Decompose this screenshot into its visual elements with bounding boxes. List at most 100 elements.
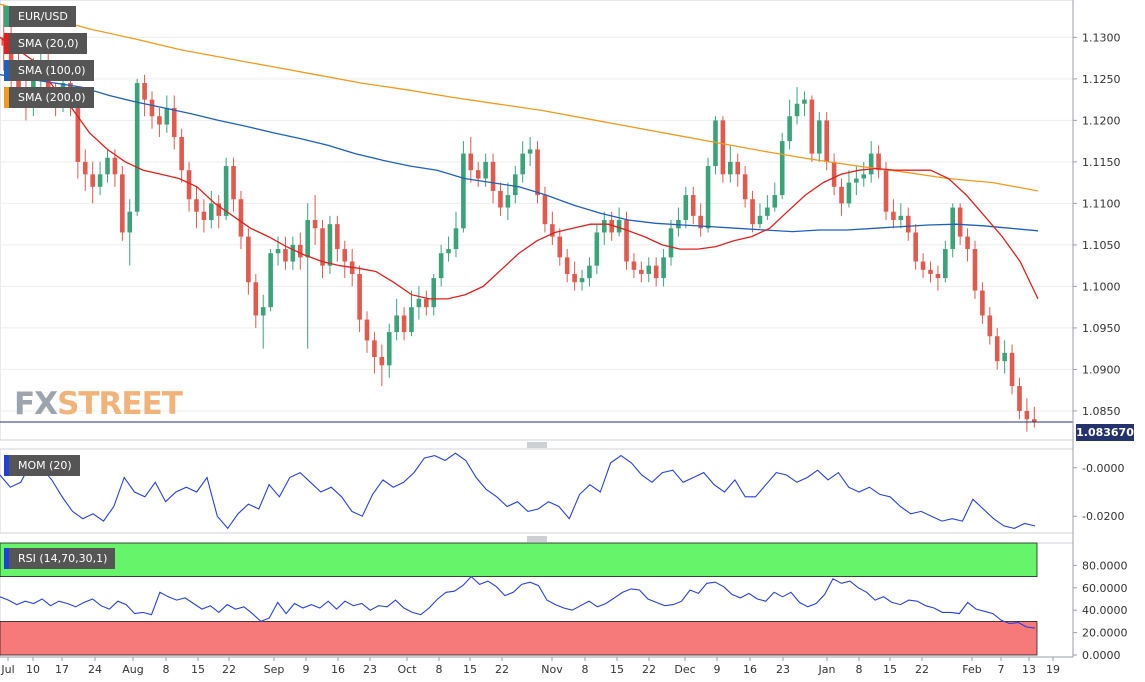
fxstreet-logo: FXSTREET xyxy=(14,386,183,422)
legend-label: RSI (14,70,30,1) xyxy=(18,552,108,565)
candle-body xyxy=(372,340,377,357)
candle-body xyxy=(557,236,563,258)
legend-label: SMA (200,0) xyxy=(18,91,86,104)
y-tick-label: 1.1050 xyxy=(1082,239,1121,252)
candle-body xyxy=(438,253,444,279)
candle-body xyxy=(535,149,540,196)
candle-body xyxy=(609,220,614,233)
candle-body xyxy=(1024,410,1030,420)
candle-body xyxy=(238,199,244,237)
x-tick-label: 10 xyxy=(26,663,40,676)
legend-sma200[interactable]: SMA (200,0) xyxy=(4,87,94,108)
candle-body xyxy=(980,290,985,316)
candle-body xyxy=(631,261,637,270)
candle-body xyxy=(750,199,755,225)
candle-body xyxy=(275,249,281,254)
legend-swatch xyxy=(4,548,9,569)
legend-sma100[interactable]: SMA (100,0) xyxy=(4,60,94,81)
candle-body xyxy=(683,195,689,220)
x-tick-label: 23 xyxy=(363,663,377,676)
candle-body xyxy=(268,253,273,308)
candle-body xyxy=(965,236,970,250)
candle-body xyxy=(446,249,451,254)
candle-body xyxy=(105,157,110,175)
candle-body xyxy=(913,232,918,262)
candle-body xyxy=(461,153,466,229)
candle-body xyxy=(957,207,963,237)
candle-body xyxy=(112,157,118,175)
candle-body xyxy=(120,174,125,233)
candle-body xyxy=(505,195,511,208)
x-tick-label: 23 xyxy=(776,663,790,676)
x-tick-label: Jan xyxy=(818,663,836,676)
candle-body xyxy=(364,319,370,341)
legend-label: SMA (20,0) xyxy=(18,37,79,50)
candle-body xyxy=(883,170,889,212)
candle-body xyxy=(416,298,422,308)
axes: 1.1300 1.1250 1.1200 1.1150 1.1100 1.1050 1.10… xyxy=(0,0,1128,676)
candle-body xyxy=(668,228,674,258)
candle-body xyxy=(431,278,437,308)
candle-body xyxy=(490,161,496,191)
x-tick-label: 16 xyxy=(743,663,757,676)
mom-panel-bg xyxy=(0,448,1074,534)
candle-body xyxy=(394,315,399,333)
rsi-overbought-zone xyxy=(0,542,1038,577)
candle-body xyxy=(876,153,881,171)
candle-body xyxy=(520,153,526,175)
candle-body xyxy=(1002,352,1007,362)
legend-eurusd[interactable]: EUR/USD xyxy=(4,6,76,27)
current-price-tag: 1.083670 xyxy=(1076,424,1134,441)
candle-body xyxy=(661,257,666,279)
mom-label[interactable]: MOM (20) xyxy=(4,455,80,476)
x-tick-label: 22 xyxy=(915,663,929,676)
x-tick-label: Oct xyxy=(397,663,417,676)
x-tick-label: 22 xyxy=(642,663,656,676)
candle-body xyxy=(624,220,629,262)
candle-body xyxy=(475,170,481,179)
x-tick-label: 24 xyxy=(88,663,102,676)
y-tick-label: 20.0000 xyxy=(1082,627,1128,640)
x-tick-label: 8 xyxy=(436,663,443,676)
y-tick-label: 1.1100 xyxy=(1082,197,1121,210)
candle-body xyxy=(772,195,778,208)
legend-sma20[interactable]: SMA (20,0) xyxy=(4,33,87,54)
rsi-label[interactable]: RSI (14,70,30,1) xyxy=(4,548,116,569)
rsi-oversold-zone xyxy=(0,621,1038,656)
x-tick-label: 8 xyxy=(163,663,170,676)
candle-body xyxy=(720,120,726,175)
candle-body xyxy=(342,249,348,262)
x-tick-label: 19 xyxy=(1046,663,1060,676)
candle-body xyxy=(386,332,392,366)
candle-body xyxy=(639,269,644,274)
candle-body xyxy=(854,178,859,183)
candle-body xyxy=(987,315,993,337)
candle-body xyxy=(587,265,592,279)
candle-body xyxy=(742,174,748,200)
legend-swatch xyxy=(4,60,9,81)
candle-body xyxy=(757,215,763,225)
candle-body xyxy=(186,170,192,200)
candle-body xyxy=(868,153,874,175)
candle-body xyxy=(194,199,199,212)
x-tick-label: 15 xyxy=(610,663,624,676)
mom-line xyxy=(0,452,1036,530)
y-tick-label: 1.1200 xyxy=(1082,114,1121,127)
sma20-line xyxy=(0,36,1039,300)
candle-body xyxy=(787,116,792,142)
candle-body xyxy=(839,186,844,204)
x-tick-label: 15 xyxy=(463,663,477,676)
candle-body xyxy=(1017,386,1022,411)
candle-body xyxy=(972,249,978,291)
candle-body xyxy=(134,83,140,212)
candle-body xyxy=(97,174,103,187)
candle-body xyxy=(260,307,266,316)
candle-body xyxy=(512,174,518,196)
x-tick-label: 7 xyxy=(998,663,1005,676)
y-tick-label: 1.1300 xyxy=(1082,31,1121,44)
candle-body xyxy=(453,228,459,250)
candle-body xyxy=(1031,419,1037,422)
candle-body xyxy=(601,220,607,233)
x-tick-label: 22 xyxy=(495,663,509,676)
candle-body xyxy=(246,236,251,283)
